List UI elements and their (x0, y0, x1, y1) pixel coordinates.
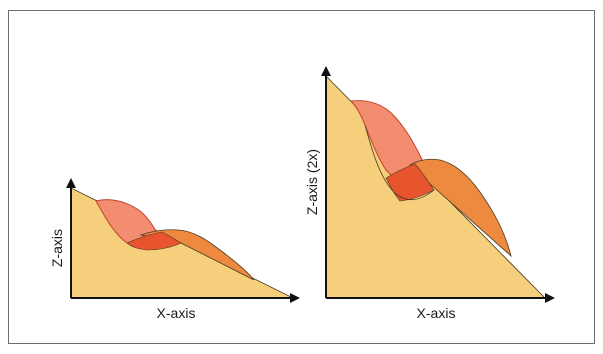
right-diagram: X-axis Z-axis (2x) (304, 66, 555, 321)
right-x-axis-label: X-axis (417, 305, 456, 321)
left-z-axis-label: Z-axis (49, 229, 65, 267)
right-lobe-trough-outline (364, 124, 435, 201)
figure-border (8, 10, 595, 344)
right-lower-lobe (409, 158, 512, 258)
right-z-axis-label: Z-axis (2x) (304, 149, 320, 215)
left-overlap-region (126, 231, 182, 251)
left-upper-lobe (95, 199, 163, 245)
left-diagram: X-axis Z-axis (49, 178, 300, 321)
left-x-axis-label: X-axis (157, 305, 196, 321)
